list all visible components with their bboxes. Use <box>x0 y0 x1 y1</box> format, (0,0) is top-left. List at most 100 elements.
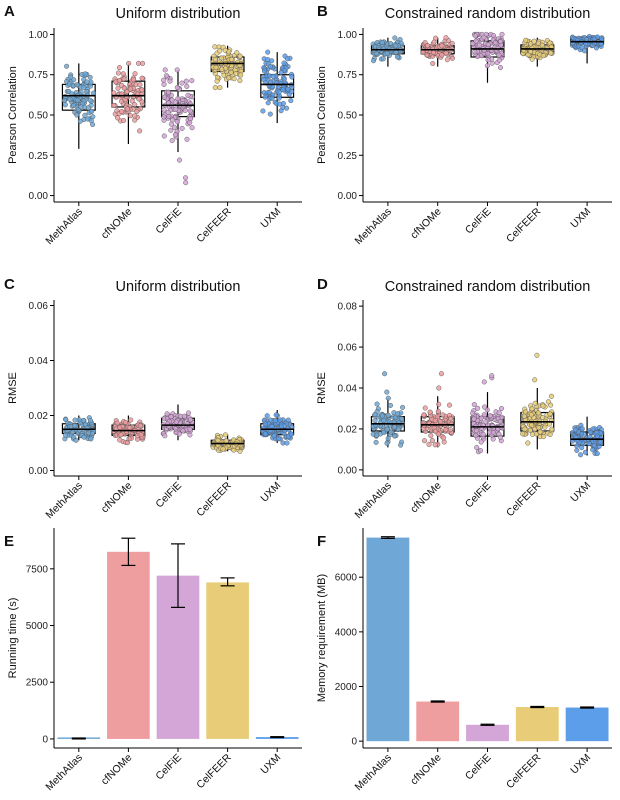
data-point <box>161 114 167 120</box>
data-point <box>525 440 531 446</box>
box-group-celfie <box>160 404 195 441</box>
y-tick-label: 0 <box>351 737 357 748</box>
data-point <box>489 60 495 66</box>
data-point <box>281 76 287 82</box>
data-point <box>228 69 234 75</box>
outlier-point <box>489 373 495 379</box>
data-point <box>528 41 534 47</box>
data-point <box>485 57 491 63</box>
data-point <box>522 426 528 432</box>
data-point <box>540 53 546 59</box>
data-point <box>136 96 142 102</box>
data-point <box>281 60 287 66</box>
data-point <box>540 403 546 409</box>
box-group-uxm <box>260 410 295 446</box>
box-group-celfie <box>470 31 505 83</box>
data-point <box>523 37 529 43</box>
data-point <box>582 449 588 455</box>
data-point <box>541 434 547 440</box>
x-tick-label: MethAtlas <box>43 752 84 793</box>
data-point <box>379 413 385 419</box>
data-point <box>537 429 543 435</box>
data-point <box>220 446 226 452</box>
data-point <box>75 97 81 103</box>
data-point <box>161 77 167 83</box>
data-point <box>162 433 168 439</box>
data-point <box>548 50 554 56</box>
box-group-cfnome <box>420 371 455 448</box>
data-point <box>212 85 218 91</box>
x-tick-label: CelFiE <box>463 752 494 783</box>
outlier-point <box>182 175 189 181</box>
data-point <box>446 402 453 408</box>
data-point <box>439 43 445 49</box>
data-point <box>111 90 117 96</box>
y-tick-label: 0.75 <box>29 70 49 81</box>
data-point <box>73 437 79 443</box>
panel-a: A Uniform distribution 0.00 0.25 0.50 0.75 1.0… <box>4 3 302 247</box>
data-point <box>483 419 489 425</box>
data-point <box>88 436 94 442</box>
data-point <box>478 448 484 454</box>
y-tick-label: 2000 <box>335 682 358 693</box>
data-point <box>587 429 594 435</box>
data-point <box>289 74 295 80</box>
data-point <box>470 410 476 416</box>
data-point <box>176 431 182 437</box>
data-point <box>165 89 172 95</box>
data-point <box>117 437 123 443</box>
data-point <box>111 102 117 108</box>
data-point <box>536 425 542 431</box>
data-point <box>431 39 437 45</box>
box-group-cfnome <box>420 35 455 67</box>
data-point <box>435 408 441 414</box>
data-point <box>471 416 477 422</box>
data-point <box>64 63 70 69</box>
outlier-point <box>481 379 487 385</box>
data-point <box>168 414 174 420</box>
data-point <box>594 451 600 457</box>
data-point <box>115 70 121 76</box>
data-point <box>547 411 553 417</box>
data-point <box>528 49 534 55</box>
data-point <box>70 102 77 109</box>
y-tick-label: 1.00 <box>29 30 49 41</box>
data-point <box>284 56 291 62</box>
data-point <box>262 421 268 427</box>
data-point <box>593 45 599 51</box>
data-point <box>217 48 223 54</box>
data-point <box>172 132 178 138</box>
data-point <box>496 52 502 58</box>
x-tick-label: MethAtlas <box>43 206 84 247</box>
outlier-point <box>534 352 540 358</box>
data-point <box>384 50 390 56</box>
y-tick-label: 0.25 <box>338 151 358 162</box>
x-tick-label: CelFEER <box>504 205 544 245</box>
data-point <box>288 98 294 104</box>
x-tick-label: UXM <box>258 752 283 777</box>
data-point <box>117 424 123 430</box>
data-point <box>237 53 243 59</box>
data-point <box>118 432 124 438</box>
box-group-uxm <box>260 49 295 124</box>
data-point <box>388 40 394 47</box>
x-tick-label: MethAtlas <box>353 752 394 793</box>
bar-celfie <box>466 724 509 742</box>
y-tick-label: 5000 <box>26 621 49 632</box>
data-point <box>175 96 181 102</box>
data-point <box>183 78 189 84</box>
y-tick-label: 7500 <box>26 564 49 575</box>
x-tick-label: UXM <box>258 480 283 505</box>
data-point <box>87 418 94 424</box>
data-point <box>131 77 137 83</box>
panel-letter: E <box>4 533 14 550</box>
data-point <box>262 94 268 100</box>
data-point <box>491 33 497 39</box>
data-point <box>62 432 69 438</box>
panel-letter: A <box>4 3 15 20</box>
data-point <box>381 417 387 423</box>
data-point <box>222 432 229 438</box>
y-tick-label: 0.06 <box>29 301 49 312</box>
bar-celfeer <box>515 707 559 742</box>
data-point <box>549 426 555 432</box>
